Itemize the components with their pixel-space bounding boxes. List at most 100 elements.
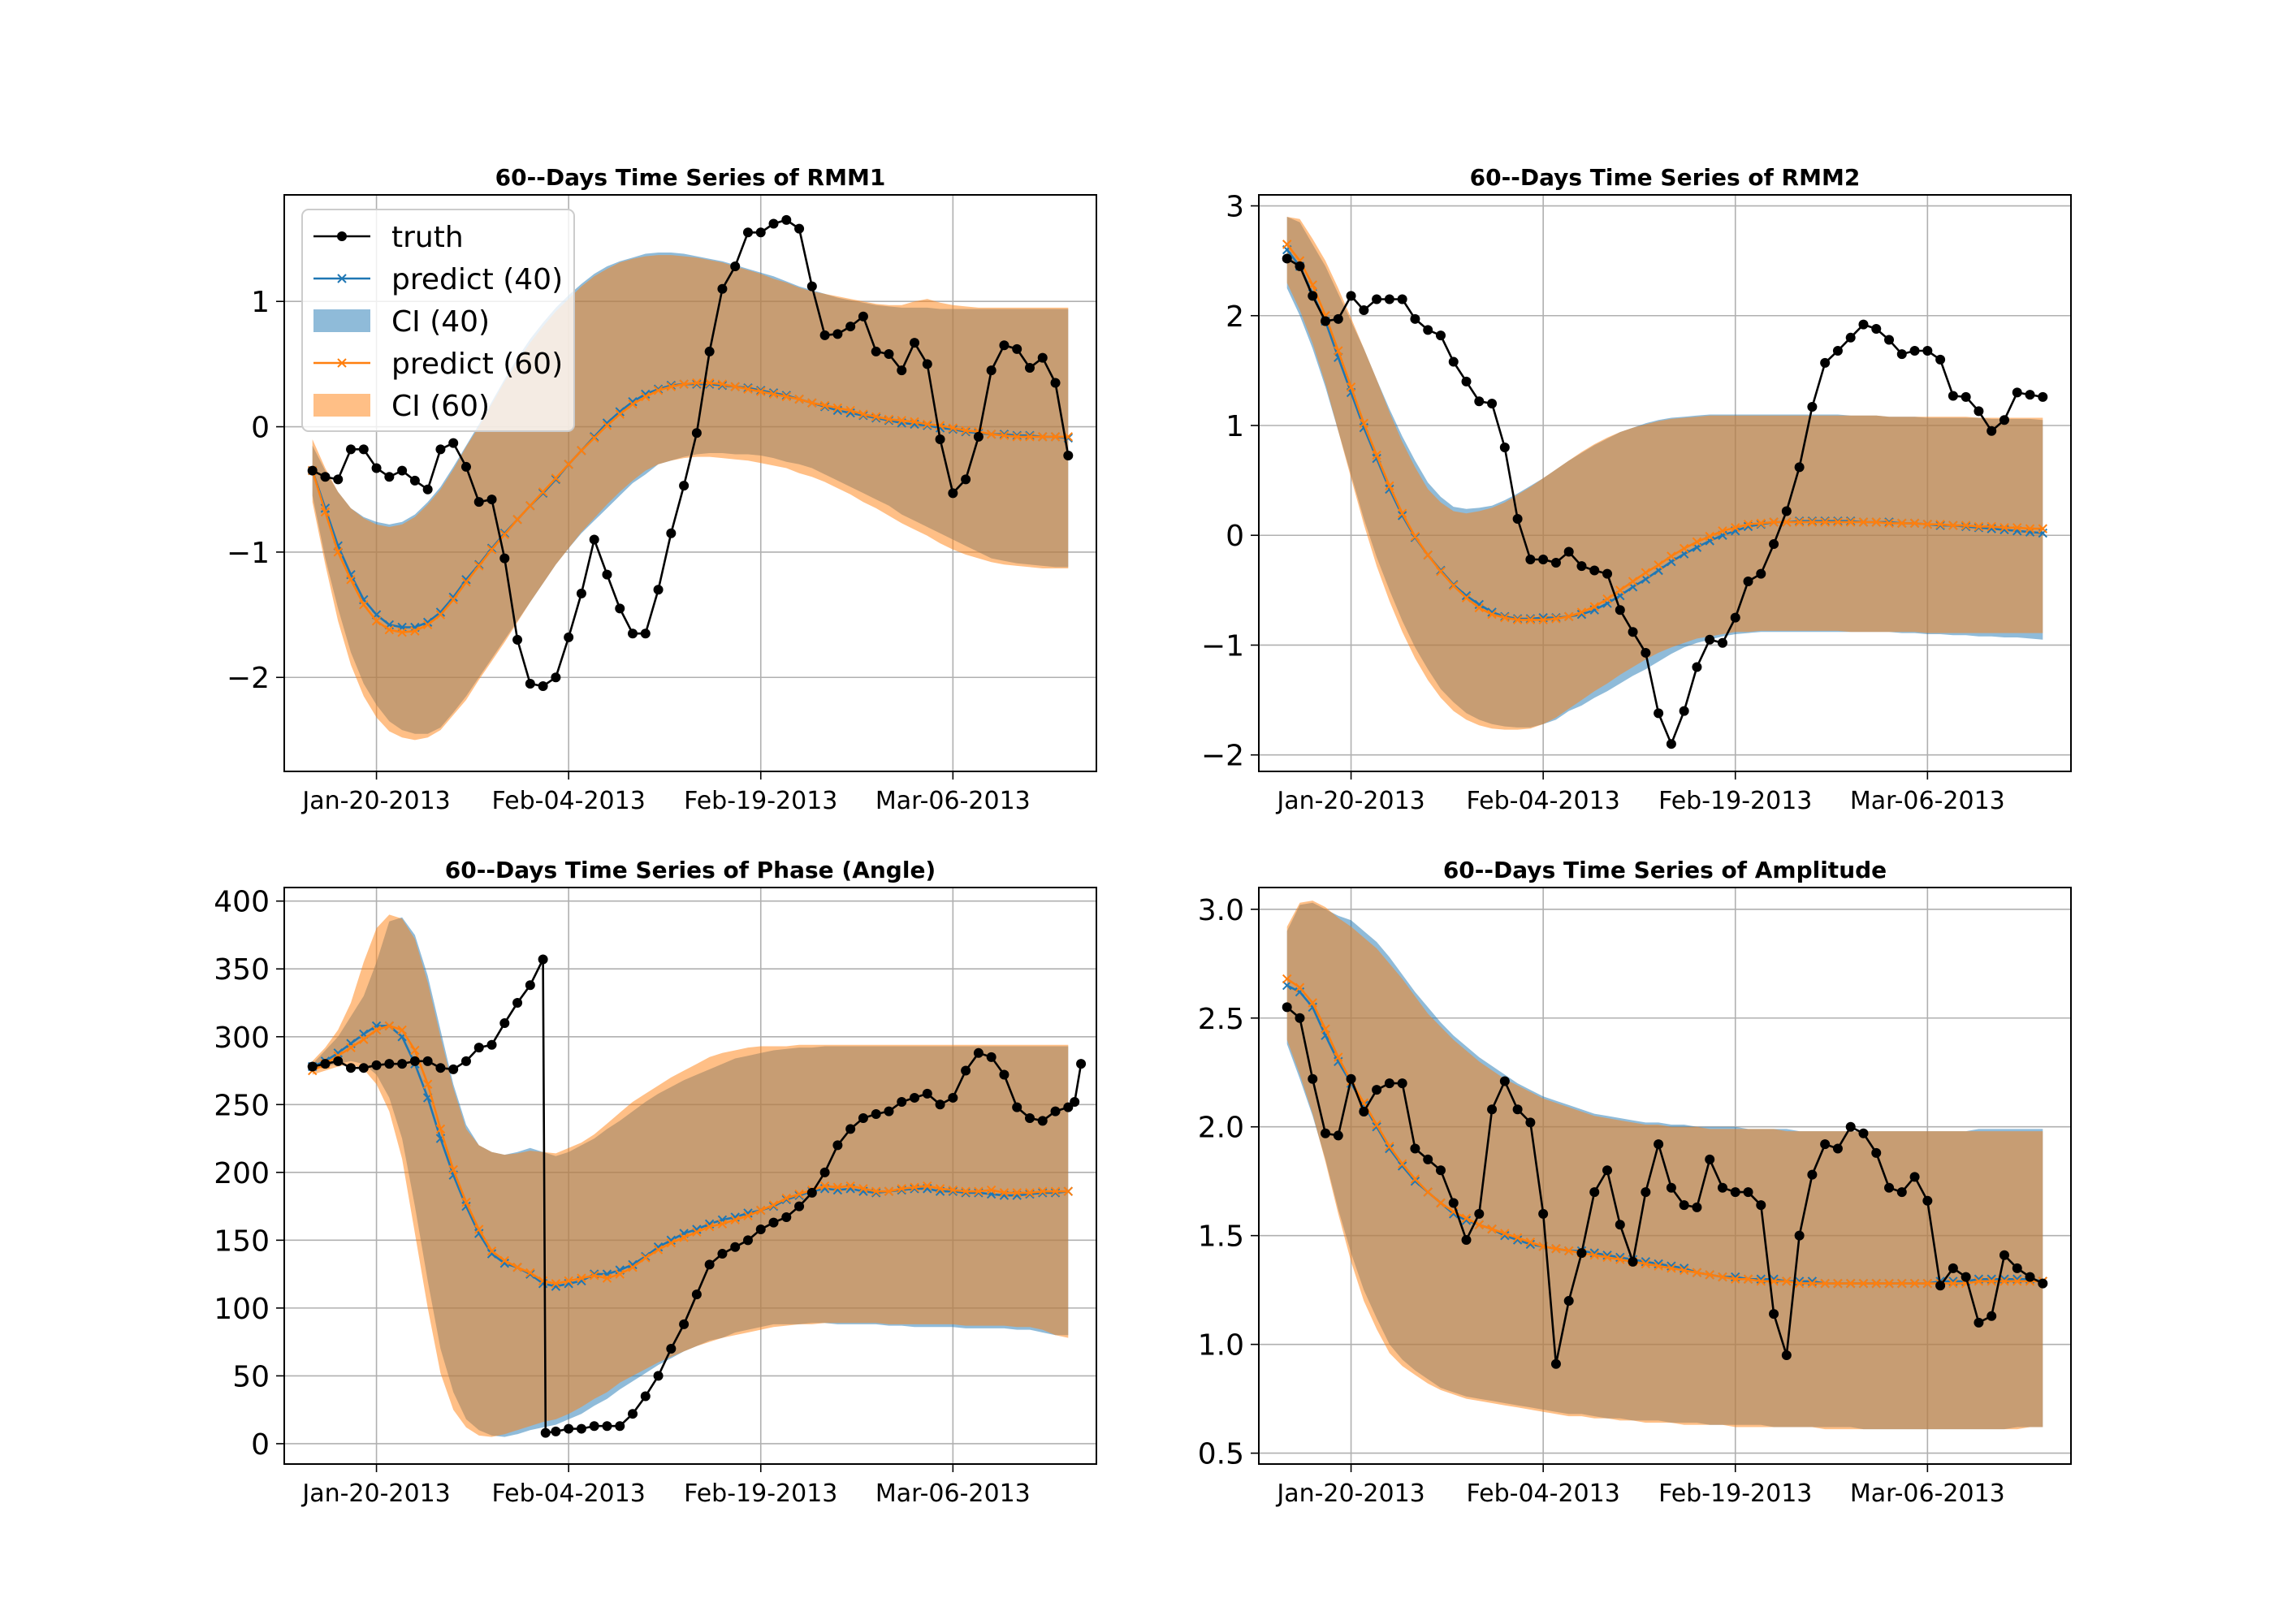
point-predict-60 (1589, 1250, 1599, 1260)
point-predict-60 (1436, 567, 1446, 577)
point-truth (1974, 1317, 1984, 1328)
point-predict-40 (704, 379, 715, 389)
point-predict-60 (1461, 1213, 1472, 1223)
point-truth (1641, 1187, 1651, 1198)
point-predict-60 (961, 425, 971, 435)
point-predict-60 (1897, 518, 1907, 529)
point-predict-40 (692, 379, 702, 389)
point-predict-60 (1731, 1274, 1740, 1284)
x-tick-label: Mar-06-2013 (875, 787, 1031, 815)
point-predict-60 (1602, 594, 1612, 604)
point-predict-60 (1308, 998, 1317, 1008)
point-predict-60 (1794, 517, 1805, 527)
point-truth (1461, 376, 1472, 387)
point-truth (1858, 319, 1869, 330)
point-predict-60 (832, 403, 843, 413)
point-truth (1832, 346, 1843, 356)
ci-band-ci-60 (312, 255, 1069, 741)
point-predict-60 (910, 1182, 919, 1192)
point-predict-60 (1820, 517, 1830, 527)
point-predict-60 (666, 1237, 677, 1248)
point-predict-60 (384, 1021, 395, 1031)
point-truth (486, 495, 497, 505)
point-predict-40 (717, 380, 728, 391)
chart-title: 60--Days Time Series of RMM2 (1470, 164, 1861, 191)
point-truth (806, 1187, 817, 1198)
point-truth (819, 330, 830, 340)
x-tick-label: Feb-04-2013 (1467, 1479, 1620, 1508)
y-tick-label: 2 (1226, 300, 1244, 334)
point-truth (1359, 305, 1369, 315)
point-truth (1070, 1096, 1080, 1107)
point-truth (576, 1423, 586, 1434)
point-predict-60 (1833, 1278, 1843, 1289)
point-predict-60 (1012, 432, 1022, 442)
point-predict-60 (1679, 1265, 1689, 1276)
point-truth (358, 1063, 369, 1073)
point-predict-60 (346, 575, 356, 585)
point-truth (832, 1140, 843, 1151)
point-predict-60 (448, 1164, 458, 1175)
point-predict-60 (1654, 1261, 1663, 1271)
point-predict-60 (999, 430, 1009, 441)
point-truth (1282, 253, 1292, 264)
point-predict-60 (628, 1263, 638, 1272)
point-truth (1346, 291, 1356, 301)
point-truth (1410, 313, 1420, 324)
point-predict-40 (474, 1229, 484, 1238)
point-predict-60 (1743, 520, 1753, 529)
point-truth (320, 472, 331, 482)
point-truth (1884, 1182, 1895, 1193)
point-truth (512, 634, 523, 645)
x-tick-label: Jan-20-2013 (1275, 1479, 1424, 1508)
point-predict-60 (704, 1221, 715, 1232)
point-predict-60 (845, 1181, 855, 1191)
point-predict-60 (1974, 521, 1984, 532)
point-truth (1961, 1272, 1971, 1282)
point-predict-60 (641, 1253, 651, 1263)
point-truth (1474, 396, 1485, 407)
point-predict-60 (1372, 1120, 1381, 1129)
point-truth (1948, 391, 1958, 401)
point-predict-60 (602, 1273, 612, 1283)
point-predict-60 (1436, 1198, 1446, 1208)
point-truth (1666, 739, 1676, 749)
point-predict-60 (1474, 1220, 1484, 1229)
point-predict-60 (1935, 520, 1945, 529)
point-truth (1333, 1130, 1343, 1141)
y-tick-label: −2 (1201, 740, 1244, 773)
point-predict-60 (1474, 603, 1484, 613)
point-predict-60 (819, 400, 830, 411)
point-predict-60 (1321, 1024, 1330, 1034)
point-truth (884, 349, 894, 360)
point-predict-60 (1833, 517, 1843, 527)
point-predict-60 (397, 627, 407, 637)
point-predict-60 (1807, 517, 1818, 527)
point-predict-40 (333, 1048, 343, 1058)
point-predict-60 (525, 501, 535, 511)
chart-panel-4: Jan-20-2013 Feb-04-2013 Feb-19-2013 Mar-06-… (1198, 857, 2072, 1508)
y-tick-label: 100 (214, 1293, 270, 1326)
point-predict-60 (794, 394, 804, 404)
series-line-truth (312, 218, 1070, 688)
point-predict-60 (1922, 1278, 1933, 1289)
point-truth (2025, 1272, 2035, 1282)
point-truth (1820, 1139, 1831, 1150)
point-truth (525, 678, 535, 689)
point-truth (1807, 1169, 1818, 1180)
point-predict-60 (1525, 1237, 1536, 1247)
point-predict-60 (910, 417, 919, 427)
point-truth (1615, 605, 1625, 615)
point-predict-60 (435, 1124, 446, 1134)
chart-panel-1: Jan-20-2013 Feb-04-2013 Feb-19-2013 Mar-06-… (227, 164, 1097, 815)
point-truth (704, 1259, 715, 1270)
point-truth (691, 428, 702, 438)
point-predict-60 (1641, 568, 1651, 577)
point-truth (781, 1212, 792, 1222)
x-tick-label: Feb-19-2013 (1658, 787, 1812, 815)
point-predict-60 (871, 1186, 881, 1196)
point-predict-60 (474, 561, 484, 571)
point-truth (1423, 1154, 1433, 1164)
point-truth (1999, 415, 2009, 425)
point-predict-60 (871, 412, 881, 421)
